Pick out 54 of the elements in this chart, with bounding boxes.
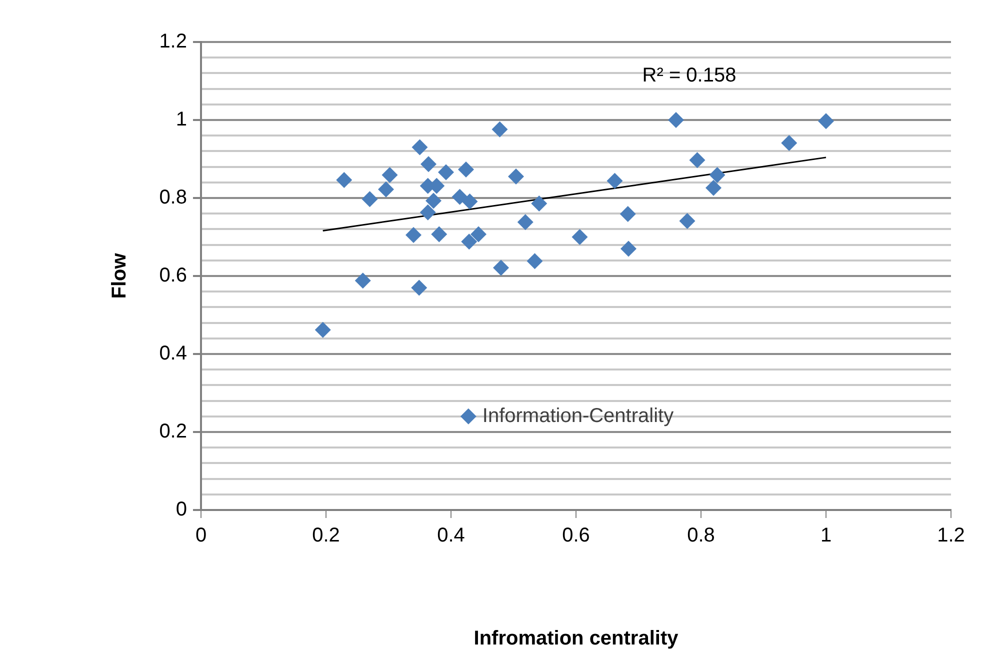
point <box>362 191 378 208</box>
y-tick-label: 0.2 <box>159 420 187 443</box>
point <box>781 135 798 152</box>
y-axis-title: Flow <box>108 252 131 299</box>
point <box>420 156 436 172</box>
x-tick-label: 0.4 <box>437 524 465 547</box>
x-tick-label: 1 <box>820 524 832 547</box>
point <box>706 180 722 196</box>
x-tick-label: 0.8 <box>687 524 715 547</box>
point <box>668 112 684 128</box>
point <box>679 213 696 230</box>
point <box>406 227 422 244</box>
point <box>431 226 448 242</box>
point <box>462 194 478 210</box>
point <box>461 234 478 250</box>
point <box>709 166 726 183</box>
point <box>411 280 428 296</box>
point <box>458 162 474 178</box>
x-tick-label: 0 <box>195 524 207 547</box>
x-tick-label: 0.6 <box>562 524 590 547</box>
point <box>526 253 543 270</box>
point <box>438 164 454 180</box>
point <box>336 172 352 188</box>
point <box>314 322 331 338</box>
point <box>606 172 623 189</box>
y-tick-label: 0.8 <box>159 186 187 209</box>
point <box>492 121 508 138</box>
y-tick-label: 0.6 <box>159 264 187 287</box>
annotation: R² = 0.158 <box>642 64 736 87</box>
point <box>470 226 486 242</box>
point <box>493 260 509 276</box>
point <box>689 152 706 168</box>
y-tick-label: 1 <box>176 108 187 131</box>
point <box>382 166 398 183</box>
legend-label: Information-Centrality <box>482 404 674 427</box>
point <box>412 139 428 156</box>
x-tick-label: 1.2 <box>937 524 965 547</box>
point <box>531 195 548 212</box>
point <box>354 272 371 289</box>
point <box>426 192 442 209</box>
x-axis-title: Infromation centrality <box>474 628 680 650</box>
point <box>420 204 436 220</box>
point <box>452 188 468 205</box>
y-tick-label: 0 <box>176 498 187 521</box>
point <box>572 229 588 245</box>
point <box>517 214 534 230</box>
point <box>620 206 636 222</box>
x-tick-label: 0.2 <box>312 524 340 547</box>
y-tick-label: 0.4 <box>159 342 187 365</box>
point <box>620 240 636 257</box>
point <box>508 168 524 185</box>
point <box>378 181 394 198</box>
point <box>818 113 834 130</box>
y-tick-label: 1.2 <box>159 30 187 53</box>
